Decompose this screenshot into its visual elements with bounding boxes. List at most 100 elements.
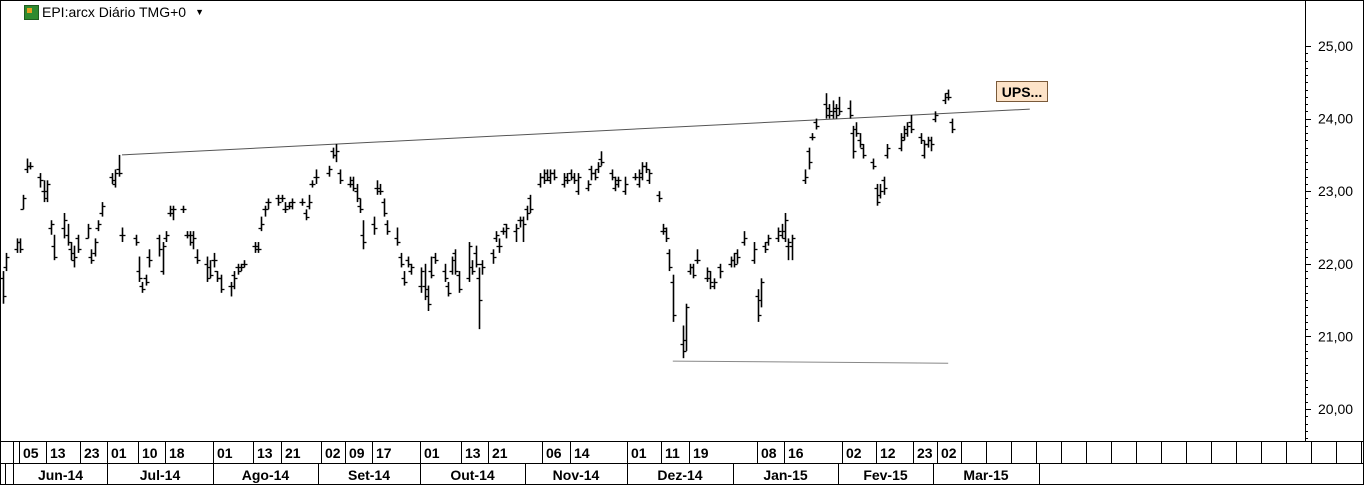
ohlc-bar [928, 136, 935, 152]
ohlc-bar [214, 270, 221, 282]
ohlc-bar [595, 162, 602, 174]
ohlc-bar [765, 234, 772, 246]
ohlc-bar [231, 271, 238, 290]
x-day-label: 19 [693, 445, 709, 461]
ohlc-bar [405, 256, 412, 268]
ohlc-bar [204, 256, 211, 282]
ohlc-bar [51, 234, 58, 261]
ohlc-bar [592, 169, 599, 181]
x-day-label: 01 [631, 445, 647, 461]
ohlc-bar [874, 183, 881, 206]
ohlc-bar [442, 263, 449, 282]
x-day-label: 21 [492, 445, 508, 461]
ohlc-bar [751, 242, 758, 264]
ohlc-bar [809, 133, 816, 141]
ohlc-bar [381, 198, 388, 217]
ohlc-bar [670, 274, 677, 322]
ohlc-bar [663, 227, 670, 243]
ohlc-bar [425, 285, 432, 311]
ohlc-bar [949, 118, 956, 134]
ohlc-bar [833, 104, 840, 119]
ohlc-bar [918, 133, 925, 145]
x-day-label: 02 [941, 445, 957, 461]
ohlc-bar [333, 144, 340, 163]
y-tick-label: 23,00 [1318, 183, 1353, 199]
ohlc-bar [908, 114, 915, 134]
ohlc-bar [571, 173, 578, 184]
ohlc-bar [945, 89, 952, 101]
ohlc-bar [207, 260, 214, 279]
ohlc-bar [265, 198, 272, 210]
ohlc-bar [850, 125, 857, 159]
ohlc-bar [690, 263, 697, 279]
x-month-label: Mar-15 [963, 467, 1008, 483]
ohlc-bar [860, 144, 867, 159]
ohlc-bar [326, 165, 333, 177]
ohlc-bar [313, 169, 320, 184]
ohlc-bar [303, 209, 310, 221]
trendline[interactable] [121, 108, 1030, 156]
ohlc-bar [707, 271, 714, 290]
chart-title-bar[interactable]: EPI:arcx Diário TMG+0 ▼ [24, 3, 204, 21]
ohlc-bar [636, 169, 643, 188]
trendlines[interactable] [121, 108, 1030, 364]
x-day-label: 02 [846, 445, 862, 461]
ohlc-bar [568, 169, 575, 181]
trendline[interactable] [672, 360, 949, 364]
ohlc-bar [704, 267, 711, 282]
ohlc-bar [167, 205, 174, 217]
ohlc-bar [785, 238, 792, 261]
ohlc-bar [354, 183, 361, 203]
ohlc-bar [932, 111, 939, 123]
ohlc-bar [282, 202, 289, 213]
ohlc-bar [755, 289, 762, 322]
x-day-label: 23 [84, 445, 100, 461]
ohlc-bar [286, 202, 293, 210]
ohlc-bar [830, 100, 837, 119]
ohlc-bar [146, 249, 153, 268]
ohlc-bar [728, 256, 735, 268]
ohlc-bar [289, 198, 296, 210]
ohlc-bar [112, 169, 119, 188]
ohlc-bar [847, 100, 854, 119]
x-day-label: 13 [50, 445, 66, 461]
ohlc-bar [143, 274, 150, 286]
y-tick-label: 25,00 [1318, 38, 1353, 54]
ohlc-bar [170, 205, 177, 221]
ohlc-bar [309, 180, 316, 188]
ohlc-bar [258, 216, 265, 232]
ohlc-bar [401, 271, 408, 286]
instrument-icon [24, 4, 39, 20]
x-day-label: 17 [376, 445, 392, 461]
ohlc-bar [813, 118, 820, 130]
ohlc-bar [88, 249, 95, 264]
alert-label[interactable]: UPS... [996, 81, 1048, 102]
ohlc-bar [694, 249, 701, 264]
ohlc-bar [537, 173, 544, 188]
ohlc-bar [37, 173, 44, 188]
y-tick-label: 20,00 [1318, 401, 1353, 417]
ohlc-bar [496, 238, 503, 253]
ohlc-bar [384, 220, 391, 235]
x-day-label: 12 [880, 445, 896, 461]
ohlc-bar [27, 162, 34, 170]
ohlc-bar [330, 147, 337, 159]
ohlc-bar [194, 249, 201, 264]
ohlc-bar [660, 223, 667, 235]
dropdown-arrow-icon[interactable]: ▼ [195, 7, 204, 17]
ohlc-bar [666, 249, 673, 272]
ohlc-bar [48, 220, 55, 235]
y-tick-label: 24,00 [1318, 111, 1353, 127]
y-tick-label: 22,00 [1318, 256, 1353, 272]
ohlc-bar [85, 223, 92, 240]
ohlc-bar [299, 198, 306, 206]
ohlc-bar [717, 263, 724, 279]
ohlc-bar [680, 325, 687, 359]
x-day-label: 02 [325, 445, 341, 461]
ohlc-bar [575, 173, 582, 195]
x-month-label: Set-14 [348, 467, 390, 483]
ohlc-bar [180, 205, 187, 213]
ohlc-bar [632, 173, 639, 181]
ohlc-bar [92, 238, 99, 257]
